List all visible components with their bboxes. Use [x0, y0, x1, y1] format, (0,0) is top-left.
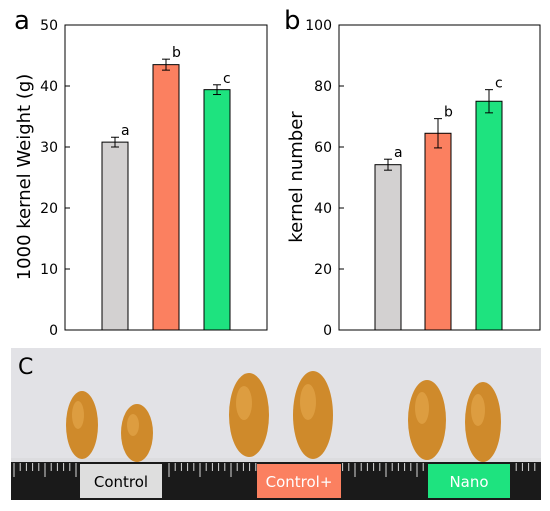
kernel-highlight — [236, 386, 252, 420]
ruler-ticks — [13, 463, 536, 477]
label-control-plus-box — [257, 464, 341, 498]
kernel — [408, 380, 446, 460]
bar-nano — [475, 100, 503, 331]
kernel-highlight — [127, 414, 139, 436]
panel-a-letter: a — [14, 6, 30, 36]
significance-letter: a — [121, 123, 130, 139]
ytick-label: 20 — [314, 262, 332, 278]
label-nano: Nano — [449, 473, 488, 491]
kernel-highlight — [471, 394, 485, 426]
ytick-label: 60 — [314, 140, 332, 156]
bar-nano — [203, 89, 231, 331]
label-control-box — [80, 464, 162, 498]
ytick-label: 40 — [40, 79, 58, 95]
kernel-highlight — [72, 401, 84, 429]
kernel-group-control-plus — [229, 371, 333, 459]
ytick-label: 100 — [305, 18, 332, 34]
kernel-group-control — [66, 391, 153, 462]
label-control: Control — [94, 473, 148, 491]
bar-control-plus — [424, 132, 452, 331]
ytick-label: 0 — [49, 323, 58, 339]
kernel — [465, 382, 501, 462]
photo-upper-tone — [11, 348, 541, 458]
bar-control-plus — [152, 64, 180, 331]
chart-a: 1000 kernel Weight (g) 0 10 20 30 40 50 a b c — [14, 18, 268, 339]
label-control-plus: Control+ — [266, 473, 333, 491]
significance-letter: b — [172, 45, 181, 61]
ytick-label: 10 — [40, 262, 58, 278]
kernel-highlight — [300, 384, 316, 420]
significance-letter: b — [444, 105, 453, 121]
ytick-label: 30 — [40, 140, 58, 156]
label-nano-box — [428, 464, 510, 498]
significance-letter: c — [223, 71, 231, 87]
kernel-highlight — [415, 392, 429, 424]
bar-control — [374, 164, 402, 331]
ytick-label: 20 — [40, 201, 58, 217]
ytick-label: 50 — [40, 18, 58, 34]
chart-b: kernel number 0 20 40 60 80 100 a b c — [286, 18, 541, 339]
panel-c-letter: C — [18, 355, 33, 380]
ytick-label: 40 — [314, 201, 332, 217]
panel-b-letter: b — [284, 6, 301, 36]
kernel-photo: C Control Control+ Nano — [11, 348, 541, 500]
kernel-group-nano — [408, 380, 501, 462]
chart-a-ylabel: 1000 kernel Weight (g) — [14, 74, 35, 281]
ytick-label: 0 — [323, 323, 332, 339]
bar-control — [101, 141, 129, 331]
ytick-label: 80 — [314, 79, 332, 95]
significance-letter: a — [394, 145, 403, 161]
chart-b-ylabel: kernel number — [286, 111, 307, 243]
significance-letter: c — [495, 76, 503, 92]
